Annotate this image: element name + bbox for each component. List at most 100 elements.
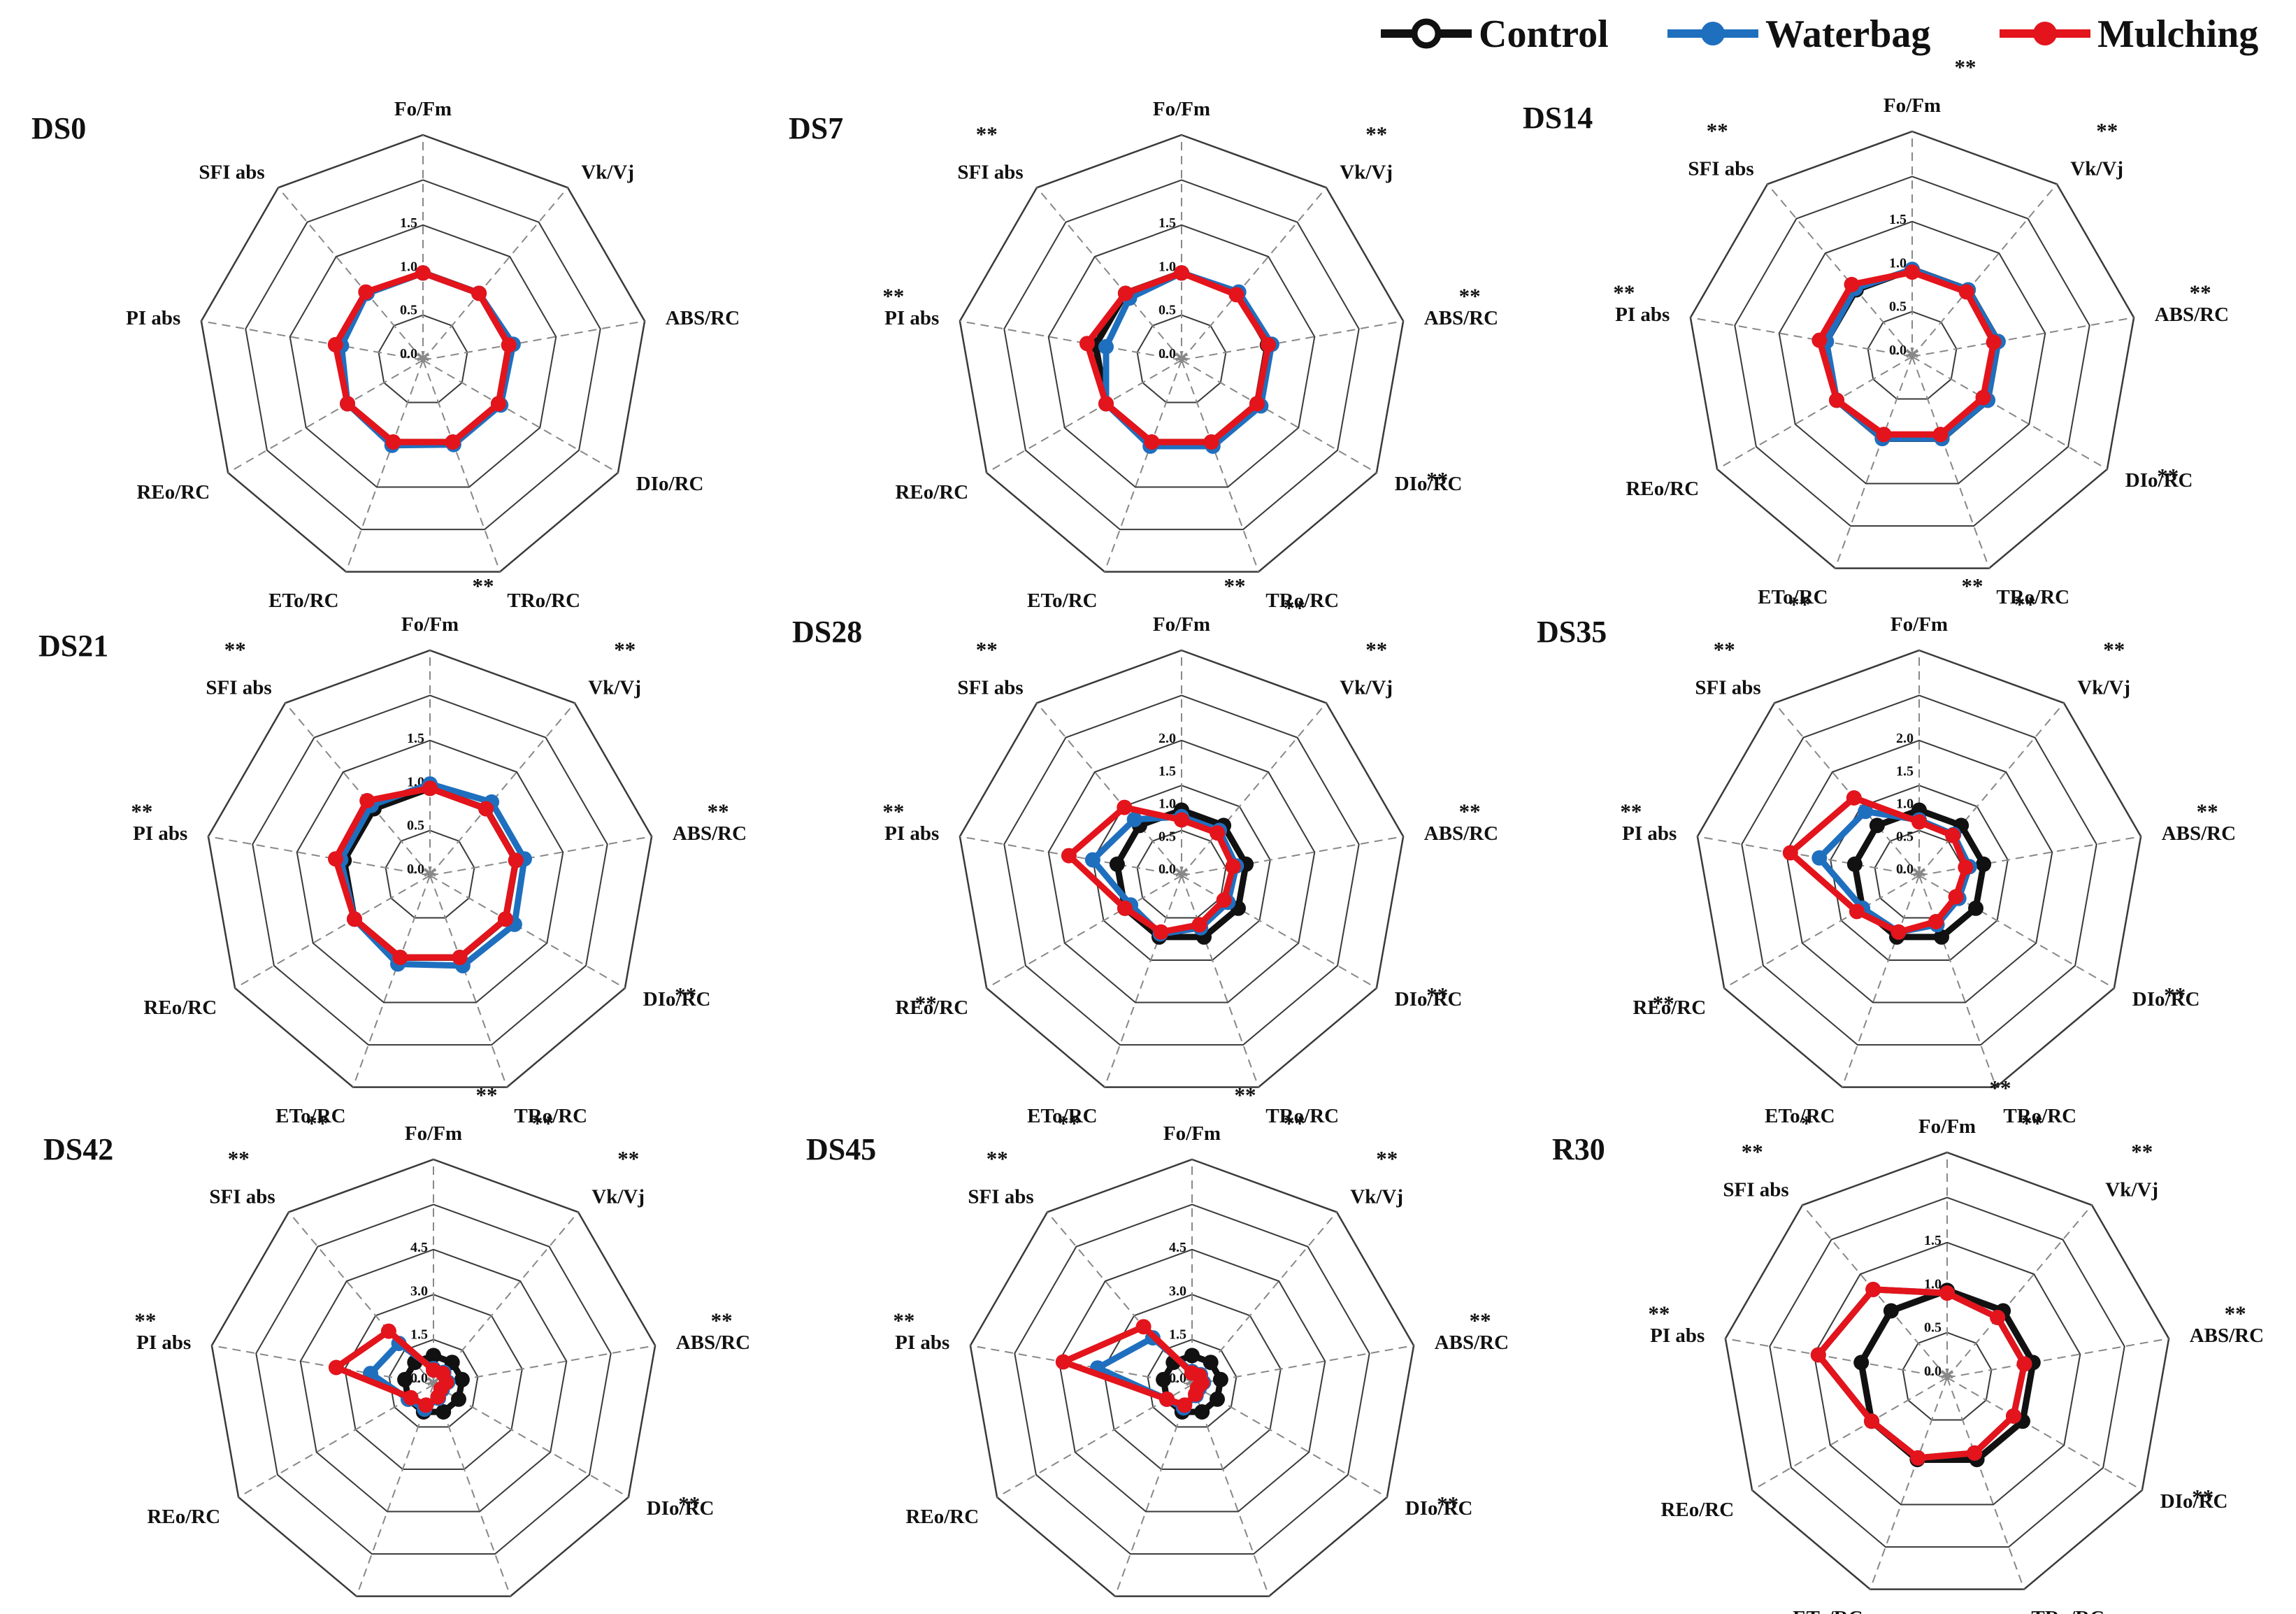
significance-ds35-abs-rc: ** [2197, 799, 2218, 823]
point-ds21-mulching-dio-rc [498, 911, 513, 927]
spoke-ds14-8 [1767, 183, 1913, 357]
point-ds45-control-dio-rc [1210, 1391, 1225, 1407]
series-ds45-mulching [1055, 1319, 1210, 1413]
significance-ds42-dio-rc: ** [678, 1492, 700, 1516]
significance-r30-abs-rc: ** [2225, 1301, 2246, 1325]
spoke-ds28-1 [1181, 702, 1327, 876]
significance-ds7-dio-rc: ** [1426, 467, 1448, 492]
grid-ring-ds0-3 [289, 224, 557, 488]
grid-ring-ds0-1 [378, 314, 468, 404]
axis-label-r30-sfi-abs: SFI abs [1723, 1178, 1788, 1201]
panel-title-ds42: DS42 [43, 1132, 113, 1166]
point-ds21-mulching-vk-vj [478, 801, 494, 817]
point-ds14-mulching-reo-rc [1829, 392, 1844, 408]
outer-grid-ds21 [207, 649, 653, 1088]
legend-marker-mulching [2033, 22, 2057, 45]
panel-title-ds28: DS28 [792, 615, 862, 649]
point-ds42-mulching-tro-rc [430, 1389, 446, 1405]
spoke-ds42-1 [433, 1211, 579, 1385]
axis-label-ds14-eto-rc: ETo/RC [1758, 586, 1828, 608]
grid-ring-ds35-1 [1874, 829, 1965, 919]
axis-label-ds14-abs-rc: ABS/RC [2155, 303, 2229, 326]
series-line-ds28-control [1114, 807, 1249, 941]
axis-label-ds42-pi-abs: PI abs [136, 1331, 191, 1354]
significance-ds21-fo-fm: ** [473, 573, 494, 598]
tick-label-ds21-3: 1.5 [407, 731, 424, 746]
point-ds14-mulching-eto-rc [1876, 427, 1892, 443]
grid-ring-ds42-1 [388, 1338, 479, 1428]
legend-item-mulching: Mulching [2000, 13, 2258, 56]
tick-label-ds35-4: 2.0 [1896, 731, 1914, 746]
grid-ring-r30-3 [1813, 1241, 2081, 1506]
series-ds35-mulching [1782, 790, 1974, 940]
tick-label-ds35-0: 0.0 [1896, 862, 1914, 877]
point-r30-mulching-vk-vj [1990, 1310, 2006, 1325]
spoke-r30-7 [1725, 1338, 1948, 1378]
spoke-ds7-5 [1103, 359, 1182, 572]
tick-label-ds42-3: 4.5 [410, 1240, 428, 1255]
axis-label-ds14-reo-rc: REo/RC [1626, 478, 1699, 500]
spoke-ds14-5 [1834, 356, 1913, 569]
spoke-ds14-1 [1911, 183, 2058, 357]
grid-ring-ds7-1 [1136, 314, 1227, 404]
axis-label-ds28-fo-fm: Fo/Fm [1153, 613, 1210, 636]
outer-grid-ds14 [1689, 130, 2135, 569]
axis-label-ds0-abs-rc: ABS/RC [666, 307, 740, 329]
significance-ds14-dio-rc: ** [2157, 464, 2179, 488]
spoke-r30-1 [1946, 1204, 2093, 1378]
axis-label-r30-tro-rc: TRo/RC [2031, 1607, 2104, 1614]
axis-label-ds35-fo-fm: Fo/Fm [1890, 613, 1948, 636]
point-ds21-mulching-sfi-abs [359, 793, 375, 808]
outer-grid-ds35 [1696, 649, 2142, 1088]
spoke-ds0-3 [422, 359, 619, 473]
tick-label-ds14-3: 1.5 [1889, 212, 1907, 227]
point-ds28-mulching-reo-rc [1117, 900, 1133, 916]
series-line-ds21-mulching [332, 785, 519, 961]
point-ds0-mulching-reo-rc [340, 396, 355, 412]
point-ds21-mulching-eto-rc [392, 950, 408, 966]
point-ds28-mulching-vk-vj [1210, 825, 1226, 841]
spoke-ds45-3 [1191, 1384, 1388, 1498]
point-ds42-control-tro-rc [436, 1404, 452, 1420]
point-ds7-mulching-abs-rc [1261, 337, 1276, 353]
point-ds45-mulching-sfi-abs [1135, 1319, 1151, 1335]
series-line-ds7-mulching [1084, 269, 1272, 445]
significance-ds14-eto-rc: ** [1788, 592, 1810, 617]
point-ds42-control-dio-rc [451, 1391, 466, 1407]
legend-item-control: Control [1381, 13, 1609, 56]
center-marker-ds35: * [1911, 859, 1927, 894]
spoke-ds14-2 [1911, 317, 2134, 357]
tick-label-ds0-3: 1.5 [400, 215, 417, 231]
significance-r30-sfi-abs: ** [1742, 1139, 1763, 1164]
axis-label-ds45-pi-abs: PI abs [895, 1331, 949, 1354]
point-ds35-mulching-tro-rc [1928, 913, 1944, 929]
spoke-ds28-6 [986, 875, 1182, 989]
point-ds0-mulching-eto-rc [385, 434, 401, 450]
grid-ring-ds45-4 [1014, 1204, 1370, 1555]
tick-label-ds7-1: 0.5 [1158, 303, 1176, 318]
grid-ring-ds14-3 [1778, 220, 2046, 485]
significance-ds14-tro-rc: ** [2014, 592, 2036, 617]
spoke-r30-4 [1946, 1377, 2025, 1590]
panel-title-ds7: DS7 [789, 111, 843, 145]
significance-ds45-fo-fm: ** [1235, 1083, 1256, 1107]
axis-label-ds7-reo-rc: REo/RC [895, 481, 968, 504]
grid-ring-ds21-3 [296, 739, 564, 1004]
point-ds7-mulching-vk-vj [1228, 287, 1244, 303]
axis-label-ds45-dio-rc: DIo/RC [1405, 1497, 1473, 1520]
significance-ds28-vk-vj: ** [1365, 637, 1387, 662]
point-ds28-mulching-dio-rc [1216, 892, 1232, 908]
significance-ds28-tro-rc: ** [1284, 1111, 1305, 1136]
point-ds0-mulching-pi-abs [327, 336, 343, 352]
axis-label-ds7-eto-rc: ETo/RC [1027, 590, 1097, 612]
series-ds7-mulching [1079, 265, 1276, 450]
point-ds7-waterbag-pi-abs [1098, 338, 1114, 355]
spoke-ds42-8 [288, 1211, 434, 1385]
spoke-ds35-5 [1841, 875, 1920, 1087]
spoke-ds28-3 [1181, 875, 1377, 989]
axis-label-ds45-sfi-abs: SFI abs [968, 1185, 1033, 1208]
grid-ring-r30-1 [1902, 1331, 1993, 1421]
grid-ring-ds42-4 [255, 1204, 612, 1555]
axis-label-ds7-dio-rc: DIo/RC [1395, 473, 1463, 495]
spoke-ds35-6 [1723, 875, 1920, 989]
